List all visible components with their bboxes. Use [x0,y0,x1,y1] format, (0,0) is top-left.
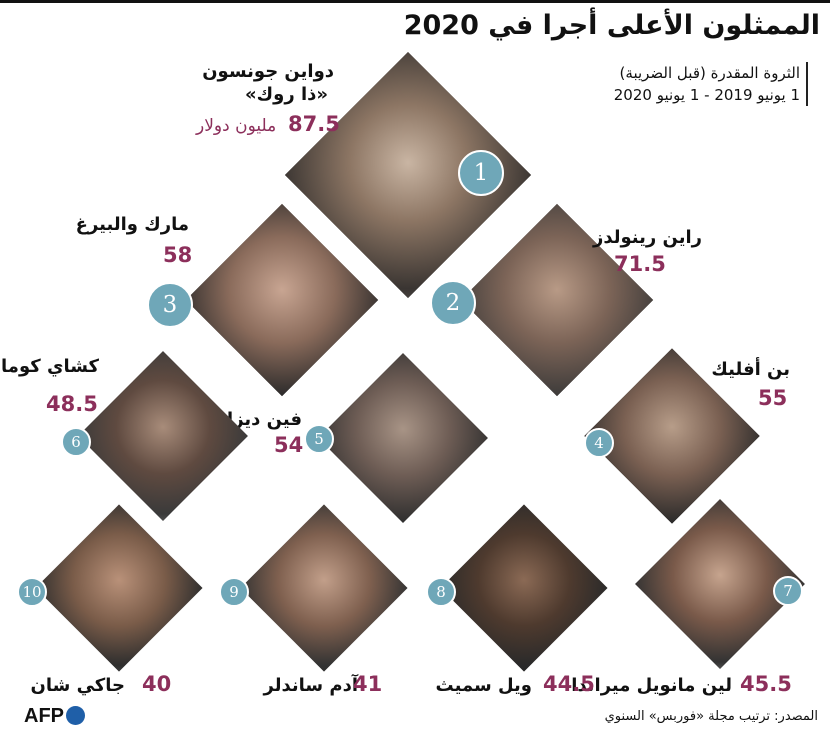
top-rule [0,0,830,3]
actor-value-9: 41 [353,672,383,696]
actor-nickname-1: «ذا روك» [245,84,328,105]
rank-badge-4: 4 [584,428,614,458]
actor-value-7: 45.5 [740,672,792,696]
photo-rank-5 [318,353,488,523]
rank-badge-1: 1 [458,150,504,196]
afp-dot-icon [66,706,85,725]
actor-name-4: بن أفليك [711,359,790,380]
actor-value-4: 55 [758,386,788,410]
portrait-icon [440,504,608,672]
photo-rank-9 [240,504,408,672]
portrait-icon [240,504,408,672]
subtitle-line1: الثروة المقدرة (قبل الضريبة) [619,64,800,82]
photo-rank-6 [78,351,248,521]
actor-name-9: آدم ساندلر [263,675,358,696]
rank-badge-5: 5 [304,424,334,454]
value-unit: مليون دولار [196,116,277,136]
portrait-icon [78,351,248,521]
actor-name-7: لين مانويل ميراندا [571,675,732,696]
rank-badge-10: 10 [17,577,47,607]
actor-value-10: 40 [142,672,172,696]
afp-logo: AFP [24,705,85,728]
actor-value-1: 87.5 [288,112,340,136]
photo-rank-10 [35,504,203,672]
afp-logo-text: AFP [24,705,64,727]
subtitle-line2: 1 يونيو 2019 - 1 يونيو 2020 [613,86,800,104]
actor-name-1: دواين جونسون [202,61,334,82]
rank-badge-9: 9 [219,577,249,607]
actor-value-6: 48.5 [46,392,98,416]
page-title: الممثلون الأعلى أجرا في 2020 [403,10,820,41]
actor-value-2: 71.5 [614,252,666,276]
actor-name-5: فين ديزل [217,409,302,430]
portrait-icon [318,353,488,523]
actor-name-6: كشاي كومار [0,356,99,377]
rank-badge-3: 3 [147,282,193,328]
actor-name-2: راين رينولدز [592,227,702,248]
photo-rank-8 [440,504,608,672]
actor-value-5: 54 [274,433,304,457]
rank-badge-2: 2 [430,280,476,326]
actor-value-3: 58 [163,243,193,267]
rank-badge-6: 6 [61,427,91,457]
actor-name-8: ويل سميث [435,675,532,696]
actor-name-3: مارك والبيرغ [75,214,189,235]
actor-name-10: جاكي شان [30,675,126,696]
rank-badge-8: 8 [426,577,456,607]
subtitle: الثروة المقدرة (قبل الضريبة) 1 يونيو 201… [580,62,808,106]
actor-value-8: 44.5 [543,672,595,696]
rank-badge-7: 7 [773,576,803,606]
portrait-icon [35,504,203,672]
source-note: المصدر: ترتيب مجلة «فوربس» السنوي [604,709,818,724]
